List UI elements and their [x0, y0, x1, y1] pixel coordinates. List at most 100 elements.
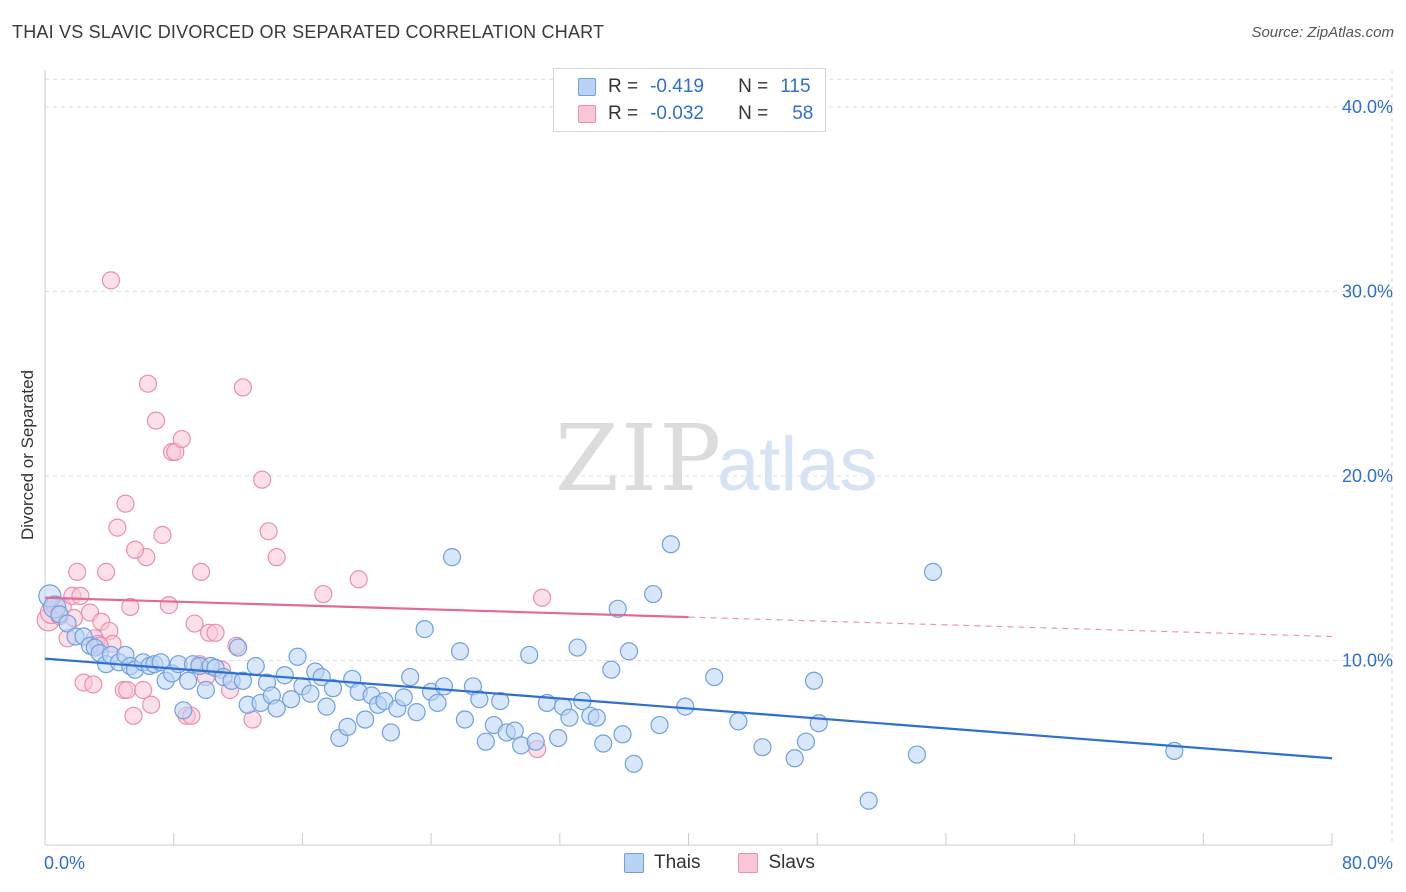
slavs-point — [259, 522, 278, 541]
thais-point — [196, 680, 215, 700]
legend-item-thais[interactable]: Thais — [624, 852, 700, 874]
thais-point — [434, 677, 454, 696]
thais-point — [491, 691, 510, 711]
slavs-point — [134, 680, 153, 700]
thais-point — [753, 738, 772, 757]
thais-point — [526, 732, 545, 751]
correlation-legend: R = -0.419 N = 115 R = -0.032 N = 58 — [553, 68, 826, 132]
slavs-point — [138, 374, 158, 393]
slavs-point — [206, 623, 225, 642]
slavs-trend-line — [44, 596, 689, 619]
thais-point — [470, 690, 489, 709]
chart-title: THAI VS SLAVIC DIVORCED OR SEPARATED COR… — [12, 22, 605, 42]
watermark-zip: ZIP — [555, 405, 723, 512]
slavs-point — [121, 597, 140, 617]
thais-point — [923, 562, 943, 582]
source-label: Source: ZipAtlas.com — [1251, 24, 1394, 41]
thais-point — [394, 688, 413, 707]
thais-point — [442, 548, 462, 567]
thais-point — [650, 715, 669, 735]
thais-point — [228, 638, 248, 657]
legend-n-value: 58 — [792, 103, 814, 124]
slavs-point — [233, 378, 252, 397]
thais-point — [356, 710, 375, 729]
thais-point — [267, 699, 286, 718]
thais-trend-line — [44, 657, 1333, 760]
legend-n-label: N = — [738, 103, 769, 124]
slavs-point — [108, 518, 127, 537]
thais-point — [804, 671, 824, 690]
thais-point — [796, 732, 816, 751]
thais-point — [275, 666, 294, 685]
y-tick-label: 10.0% — [1342, 650, 1393, 670]
thais-point — [613, 725, 632, 744]
axes — [44, 70, 1333, 846]
slavs-swatch — [578, 105, 596, 123]
thais-point — [619, 642, 639, 661]
thais-point — [428, 693, 447, 713]
thais-point — [338, 717, 357, 737]
legend-thais-label: Thais — [654, 852, 701, 873]
legend-r-label: R = — [608, 76, 639, 97]
thais-point — [594, 734, 613, 753]
slavs-point — [185, 614, 204, 633]
slavs-point — [153, 525, 172, 545]
thais-swatch — [578, 78, 596, 96]
slavs-point — [124, 706, 143, 725]
legend-slavs-label: Slavs — [768, 852, 815, 873]
slavs-point — [253, 470, 272, 489]
slavs-point — [71, 586, 90, 605]
legend-n-label: N = — [738, 76, 769, 97]
slavs-point — [116, 494, 135, 513]
thais-point — [450, 642, 470, 661]
slavs-point — [349, 570, 368, 589]
thais-point — [624, 754, 643, 773]
legend-row-thais: R = -0.419 N = 115 — [578, 74, 811, 100]
thais-point — [785, 749, 804, 768]
thais-point — [587, 708, 606, 727]
series-legend: Thais Slavs — [624, 852, 853, 874]
slavs-point — [101, 271, 121, 290]
thais-point — [705, 667, 724, 687]
thais-point — [676, 697, 695, 716]
slavs-point — [314, 584, 333, 604]
thais-point — [661, 535, 680, 554]
legend-r-value: -0.032 — [650, 103, 704, 124]
slavs-point — [146, 411, 166, 430]
thais-point — [401, 667, 420, 687]
slavs-swatch — [738, 853, 759, 873]
legend-item-slavs[interactable]: Slavs — [738, 852, 815, 874]
y-tick-label: 30.0% — [1342, 281, 1393, 301]
thais-point — [608, 599, 627, 618]
thais-point — [560, 708, 579, 727]
slavs-point — [159, 596, 178, 615]
x-tick-label: 80.0% — [1342, 853, 1393, 873]
thais-point — [174, 701, 193, 720]
legend-n-value: 115 — [780, 76, 811, 97]
watermark-atlas: atlas — [717, 422, 878, 507]
slavs-point — [172, 429, 191, 449]
thais-point — [288, 647, 307, 666]
thais-point — [282, 690, 301, 709]
thais-point — [179, 671, 198, 690]
thais-point — [407, 703, 426, 722]
slavs-point — [191, 562, 211, 582]
slavs-trend-line-extension — [688, 616, 1333, 638]
slavs-point — [97, 562, 116, 582]
x-tick-label: 0.0% — [44, 853, 85, 873]
slavs-point — [142, 695, 161, 714]
thais-point — [568, 638, 587, 657]
thais-point — [859, 791, 878, 810]
slavs-point — [125, 540, 145, 559]
thais-point — [233, 671, 252, 690]
thais-point — [520, 645, 539, 665]
tick-labels: 10.0% 20.0% 30.0% 40.0% 0.0% 80.0% — [44, 97, 1393, 873]
slavs-point — [117, 680, 137, 700]
thais-point — [381, 723, 400, 742]
slavs-point — [68, 562, 87, 582]
thais-points — [38, 535, 1184, 810]
slavs-point — [84, 675, 103, 694]
slavs-point — [267, 548, 286, 567]
thais-swatch — [624, 853, 644, 873]
thais-point — [317, 697, 336, 716]
